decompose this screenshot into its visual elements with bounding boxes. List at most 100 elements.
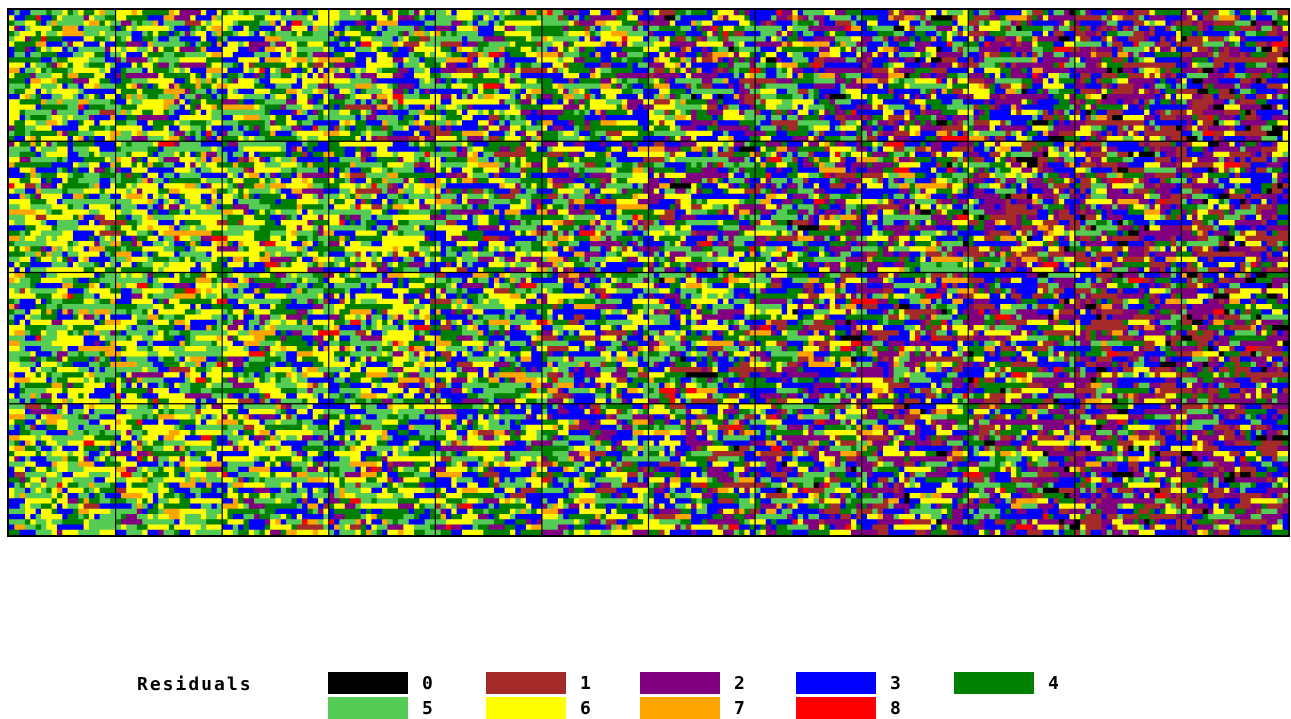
heatmap-cell <box>979 57 985 63</box>
heatmap-cell <box>174 68 180 74</box>
heatmap-cell <box>968 47 974 53</box>
heatmap-cell <box>649 78 655 84</box>
heatmap-cell <box>617 31 623 37</box>
heatmap-cell <box>121 47 127 53</box>
heatmap-cell <box>984 57 990 63</box>
heatmap-cell <box>840 94 846 100</box>
heatmap-cell <box>398 36 404 42</box>
heatmap-cell <box>105 26 111 32</box>
heatmap-cell <box>718 63 724 69</box>
heatmap-cell <box>1016 36 1022 42</box>
heatmap-cell <box>457 110 463 116</box>
heatmap-cell <box>1155 10 1161 16</box>
heatmap-cell <box>595 94 601 100</box>
heatmap-cell <box>1006 84 1012 90</box>
heatmap-cell <box>1075 94 1081 100</box>
heatmap-cell <box>888 115 894 121</box>
heatmap-cell <box>515 99 521 105</box>
heatmap-cell <box>1096 10 1102 16</box>
heatmap-cell <box>851 84 857 90</box>
heatmap-cell <box>307 94 313 100</box>
heatmap-cell <box>968 10 974 16</box>
heatmap-cell <box>1213 10 1219 16</box>
heatmap-cell <box>888 57 894 63</box>
heatmap-cell <box>1181 31 1187 37</box>
heatmap-cell <box>979 105 985 111</box>
heatmap-cell <box>57 89 63 95</box>
heatmap-cell <box>867 36 873 42</box>
heatmap-cell <box>249 68 255 74</box>
heatmap-cell <box>350 68 356 74</box>
heatmap-cell <box>974 73 980 79</box>
heatmap-cell <box>254 42 260 48</box>
heatmap-cell <box>579 68 585 74</box>
heatmap-cell <box>915 26 921 32</box>
heatmap-cell <box>505 89 511 95</box>
heatmap-cell <box>798 52 804 58</box>
heatmap-cell <box>334 26 340 32</box>
heatmap-cell <box>531 115 537 121</box>
heatmap-cell <box>467 99 473 105</box>
heatmap-cell <box>132 115 138 121</box>
heatmap-cell <box>696 52 702 58</box>
heatmap-cell <box>579 115 585 121</box>
heatmap-cell <box>883 68 889 74</box>
heatmap-cell <box>478 84 484 90</box>
heatmap-cell <box>1043 99 1049 105</box>
heatmap-cell <box>920 110 926 116</box>
heatmap-cell <box>830 42 836 48</box>
heatmap-cell <box>89 84 95 90</box>
heatmap-cell <box>73 68 79 74</box>
heatmap-cell <box>137 26 143 32</box>
heatmap-cell <box>585 21 591 27</box>
heatmap-cell <box>142 42 148 48</box>
heatmap-cell <box>1203 63 1209 69</box>
heatmap-cell <box>425 42 431 48</box>
heatmap-cell <box>1203 36 1209 42</box>
heatmap-cell <box>89 115 95 121</box>
heatmap-cell <box>611 68 617 74</box>
heatmap-cell <box>1203 26 1209 32</box>
heatmap-cell <box>1064 94 1070 100</box>
heatmap-cell <box>435 10 441 16</box>
heatmap-cell <box>132 52 138 58</box>
heatmap-cell <box>1027 94 1033 100</box>
heatmap-cell <box>94 78 100 84</box>
heatmap-cell <box>1197 94 1203 100</box>
heatmap-cell <box>222 68 228 74</box>
heatmap-cell <box>958 63 964 69</box>
heatmap-cell <box>814 57 820 63</box>
heatmap-cell <box>926 10 932 16</box>
heatmap-cell <box>899 115 905 121</box>
heatmap-cell <box>377 57 383 63</box>
heatmap-cell <box>1101 42 1107 48</box>
heatmap-cell <box>931 105 937 111</box>
heatmap-cell <box>1101 89 1107 95</box>
heatmap-cell <box>1080 57 1086 63</box>
heatmap-cell <box>478 110 484 116</box>
heatmap-cell <box>1144 68 1150 74</box>
heatmap-cell <box>201 63 207 69</box>
heatmap-cell <box>275 15 281 21</box>
heatmap-cell <box>782 105 788 111</box>
heatmap-cell <box>435 68 441 74</box>
heatmap-cell <box>574 47 580 53</box>
heatmap-cell <box>984 10 990 16</box>
heatmap-cell <box>968 15 974 21</box>
heatmap-cell <box>1059 94 1065 100</box>
heatmap-cell <box>291 84 297 90</box>
heatmap-cell <box>275 57 281 63</box>
heatmap-cell <box>547 94 553 100</box>
heatmap-cell <box>1032 63 1038 69</box>
heatmap-cell <box>1144 105 1150 111</box>
heatmap-cell <box>451 57 457 63</box>
heatmap-cell <box>867 21 873 27</box>
heatmap-cell <box>1059 31 1065 37</box>
heatmap-cell <box>1054 15 1060 21</box>
heatmap-cell <box>142 110 148 116</box>
heatmap-cell <box>164 94 170 100</box>
heatmap-cell <box>803 10 809 16</box>
heatmap-cell <box>515 10 521 16</box>
heatmap-cell <box>675 105 681 111</box>
heatmap-cell <box>403 10 409 16</box>
